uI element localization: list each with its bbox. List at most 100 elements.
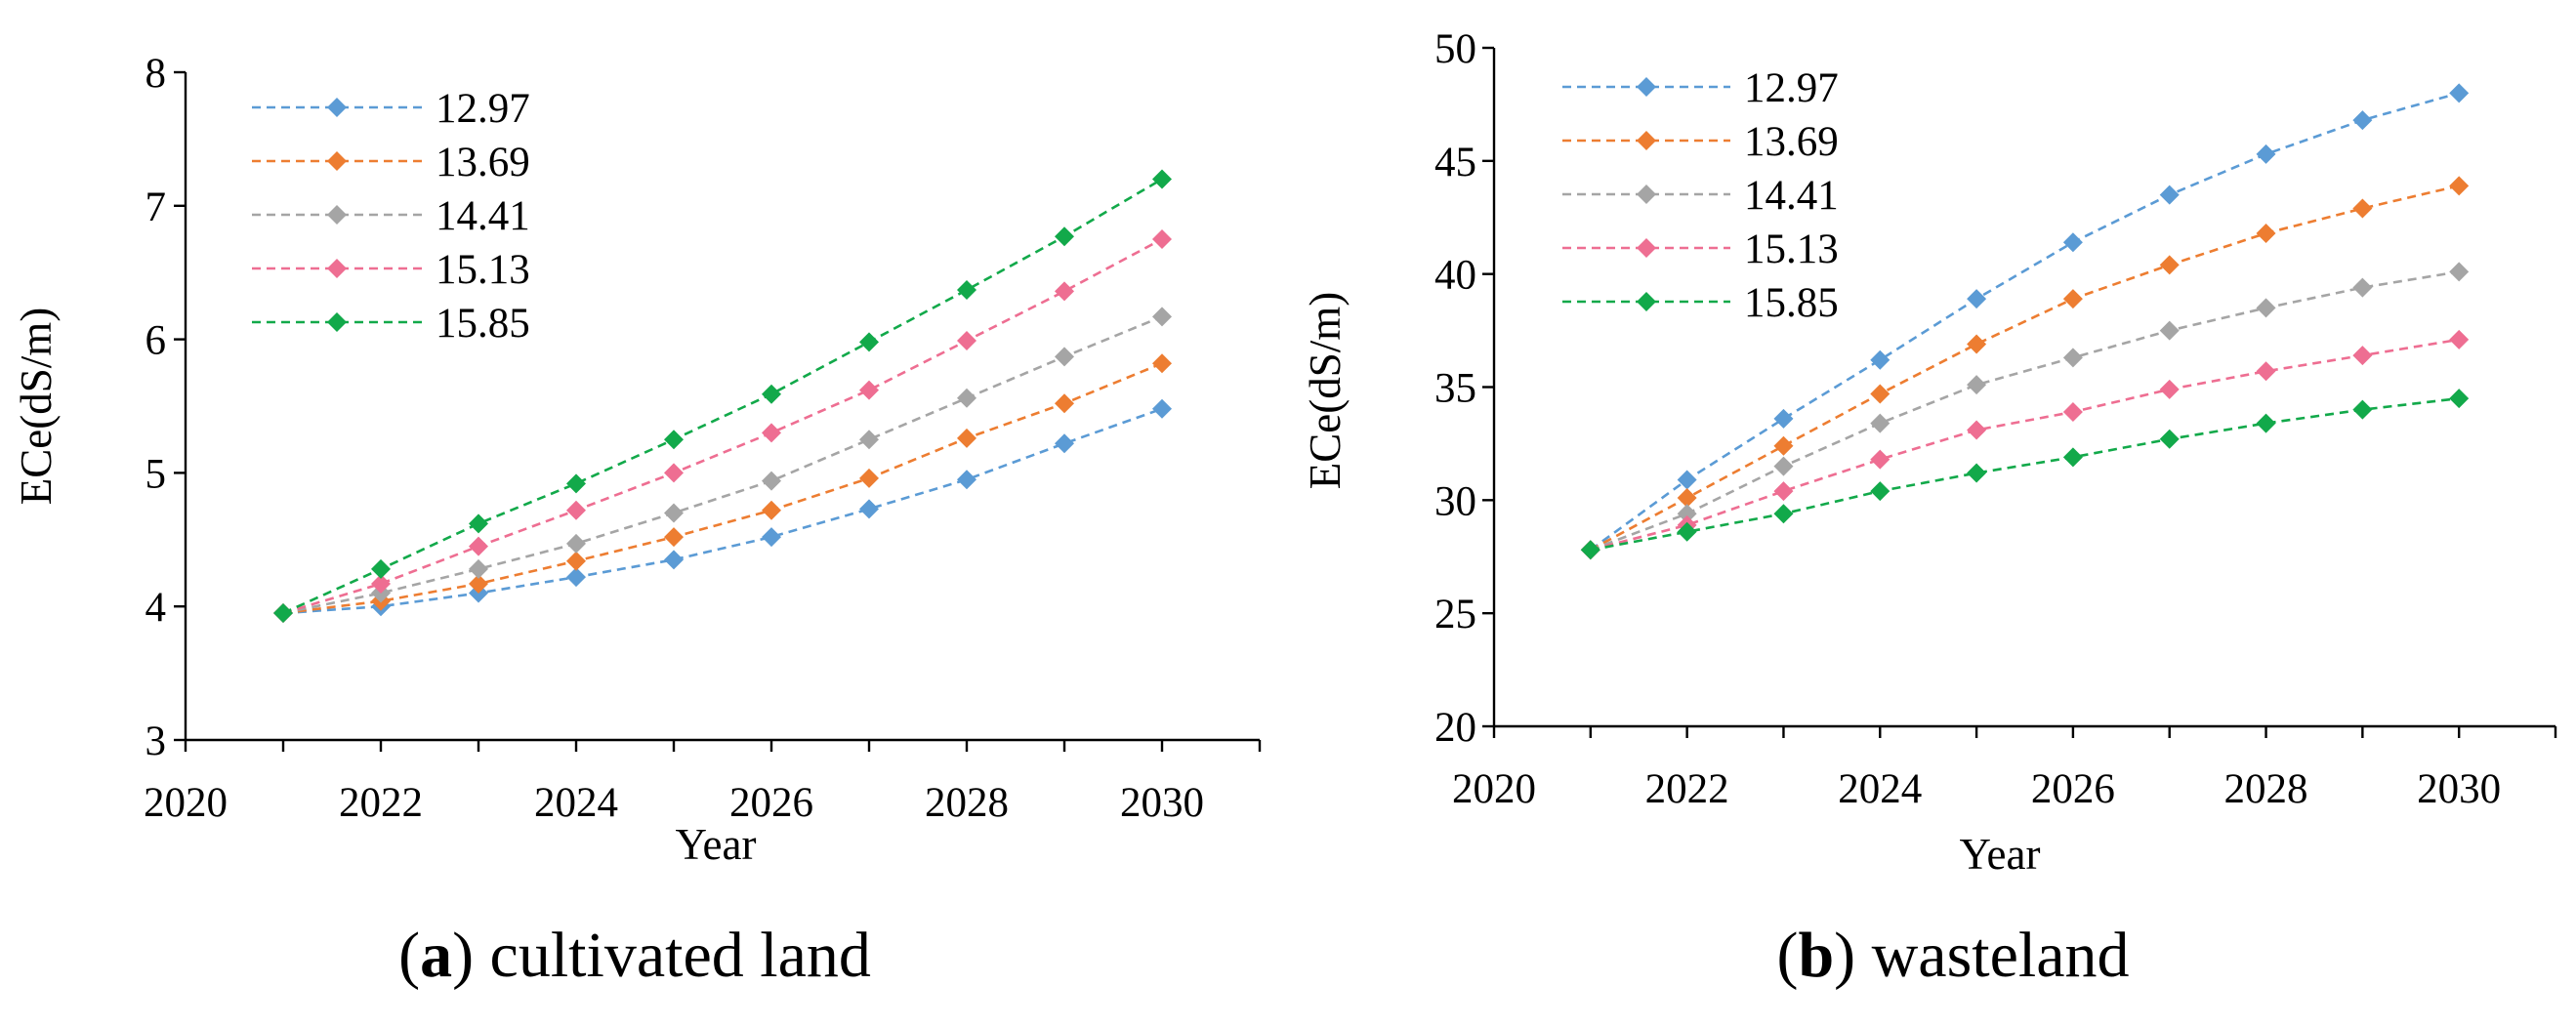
data-point [957,388,976,408]
series-line-12.97 [282,407,1163,615]
data-point [566,500,586,520]
legend-marker [327,312,347,332]
x-axis-label: Year [1960,830,2041,879]
data-point [2159,320,2180,341]
data-point [762,500,781,520]
legend-marker [327,98,347,117]
data-point [2159,429,2180,449]
data-point [2062,232,2083,253]
data-point [1677,504,1697,524]
data-point [664,430,684,450]
y-tick-label: 50 [1434,26,1476,72]
data-point [1773,435,1794,456]
data-point [1152,229,1172,249]
data-point [1773,456,1794,476]
data-point [2256,361,2276,382]
y-tick-label: 20 [1434,705,1476,751]
y-tick-label: 8 [145,51,167,97]
y-axis-label: ECe(dS/m) [1301,292,1350,489]
series-line-15.85 [282,178,1163,615]
data-point [1870,481,1890,502]
series-line-15.85 [1590,396,2460,552]
data-point [957,428,976,448]
x-tick-label: 2024 [534,780,618,826]
data-point [1773,481,1794,502]
y-tick-label: 40 [1434,253,1476,299]
data-point [2256,223,2276,243]
y-tick-label: 25 [1434,592,1476,637]
legend-marker [1637,238,1656,258]
data-point [2062,289,2083,309]
y-tick-label: 6 [145,318,167,364]
legend-marker [327,205,347,225]
data-point [2352,399,2373,420]
data-point [2062,348,2083,368]
data-point [2352,198,2373,219]
data-point [2062,447,2083,468]
x-axis-label: Year [676,820,757,869]
data-point [2159,255,2180,275]
chart-panel-b: 20 25 30 35 40 45 50 2020 2022 2024 2026 2028 2030 EC… [1301,26,2557,991]
legend-marker [1637,292,1656,311]
legend-marker [1637,77,1656,97]
data-point [1967,375,1987,395]
data-point [2159,185,2180,205]
series-line-15.13 [282,237,1163,615]
data-point [566,533,586,554]
data-point [859,499,879,519]
data-point [1967,420,1987,440]
series-line-13.69 [282,362,1163,615]
data-point [2449,262,2470,282]
x-tick-label: 2026 [729,780,813,826]
legend-label: 13.69 [436,140,530,185]
data-point [2352,346,2373,366]
data-point [566,551,586,571]
data-point [1055,347,1074,367]
data-point [1677,470,1697,490]
data-point [1055,281,1074,302]
legend-label: 13.69 [1744,119,1839,165]
data-point [1773,408,1794,429]
legend-label: 15.85 [436,301,530,347]
data-point [1967,463,1987,483]
data-point [2449,83,2470,103]
data-point [957,470,976,490]
data-point [1677,521,1697,542]
y-tick-label: 4 [145,585,167,631]
x-tick-label: 2030 [2417,766,2501,812]
data-point [664,463,684,483]
data-point [859,468,879,488]
data-point [664,550,684,570]
legend-label: 12.97 [436,86,530,132]
data-point [1870,349,1890,370]
data-point [469,514,488,534]
series-line-15.13 [1590,338,2460,552]
data-point [1967,334,1987,354]
data-point [664,503,684,523]
data-point [859,380,879,400]
data-point [1870,384,1890,404]
y-tick-label: 35 [1434,366,1476,412]
y-tick-label: 5 [145,451,167,497]
series-line-12.97 [1590,92,2460,552]
data-point [664,527,684,548]
legend-label: 12.97 [1744,65,1839,111]
chart-panel-a: 3 4 5 6 7 8 2020 2022 2024 2026 2028 2030 ECe(dS/m) Y… [12,51,1262,991]
data-point [1967,289,1987,309]
data-point [2352,110,2373,131]
data-point [566,473,586,494]
legend-label: 15.13 [1744,226,1839,272]
y-tick-label: 3 [145,719,167,764]
data-point [1152,353,1172,374]
data-point [469,536,488,556]
data-point [1055,393,1074,414]
x-tick-label: 2028 [2224,766,2308,812]
data-point [2159,379,2180,399]
y-tick-label: 30 [1434,478,1476,524]
data-point [762,471,781,491]
legend-label: 14.41 [1744,173,1839,219]
data-point [762,423,781,443]
data-point [957,330,976,350]
y-axis-label: ECe(dS/m) [12,308,61,505]
